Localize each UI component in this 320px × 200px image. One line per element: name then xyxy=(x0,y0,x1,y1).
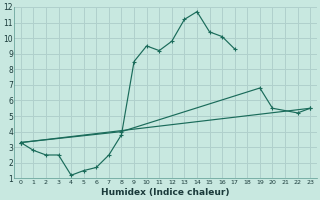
X-axis label: Humidex (Indice chaleur): Humidex (Indice chaleur) xyxy=(101,188,230,197)
